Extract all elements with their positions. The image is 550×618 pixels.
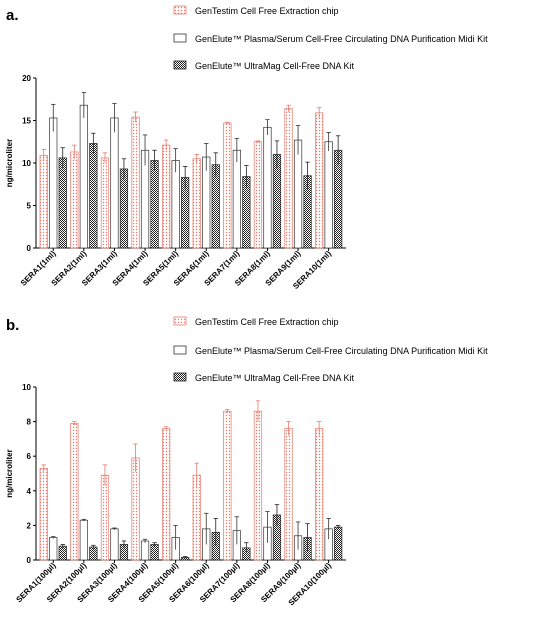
bar	[131, 116, 140, 249]
legend-label: GenElute™ UltraMag Cell-Free DNA Kit	[195, 373, 355, 383]
panel-label: a.	[6, 7, 19, 24]
bar	[253, 410, 263, 561]
bar	[162, 428, 171, 561]
legend: GenTestim Cell Free Extraction chip GenEl…	[173, 316, 488, 383]
bar	[211, 164, 220, 249]
bar	[315, 428, 324, 561]
bar	[131, 457, 140, 561]
bar	[70, 422, 79, 561]
bar	[58, 157, 67, 249]
y-tick-label: 8	[27, 418, 32, 427]
legend-swatch	[173, 33, 187, 43]
bar	[89, 546, 98, 561]
legend-swatch	[173, 316, 187, 326]
y-tick-label: 0	[27, 556, 32, 565]
bar	[293, 139, 303, 249]
bar	[253, 141, 263, 249]
bar	[284, 108, 293, 249]
y-tick-label: 0	[27, 244, 32, 253]
chart-panel-1: a. GenTestim Cell Free Extraction chipGen…	[5, 5, 488, 291]
bar	[39, 155, 48, 249]
bar	[223, 410, 232, 561]
y-tick-label: 10	[22, 383, 31, 392]
bar	[150, 160, 159, 249]
bar	[39, 467, 48, 561]
y-tick-label: 4	[27, 487, 32, 496]
bar	[49, 537, 58, 561]
bar	[202, 156, 211, 249]
bar	[192, 158, 201, 249]
legend-swatch	[173, 345, 187, 355]
y-axis-title: ng/microliter	[5, 449, 14, 497]
bar	[110, 117, 119, 249]
y-tick-label: 15	[22, 117, 31, 126]
bar	[49, 117, 58, 249]
bar	[150, 544, 159, 561]
legend-label: GenTestim Cell Free Extraction chip	[195, 317, 339, 327]
legend-swatch	[173, 5, 187, 15]
bar	[89, 143, 98, 249]
bar	[284, 428, 293, 561]
bar	[119, 168, 129, 249]
bar	[334, 149, 343, 249]
bar	[110, 528, 119, 561]
bar	[263, 126, 272, 249]
bar	[79, 104, 88, 249]
bar	[192, 474, 201, 561]
bar	[100, 474, 110, 561]
legend: GenTestim Cell Free Extraction chip GenEl…	[173, 5, 488, 71]
bar	[272, 154, 282, 249]
legend-label: GenTestim Cell Free Extraction chip	[195, 6, 339, 16]
bar	[140, 540, 150, 561]
legend-swatch	[173, 60, 187, 70]
y-tick-label: 2	[27, 521, 32, 530]
bar	[79, 519, 88, 561]
legend-label: GenElute™ Plasma/Serum Cell-Free Circula…	[195, 346, 488, 356]
y-tick-label: 5	[27, 202, 32, 211]
bar	[100, 157, 110, 249]
y-tick-label: 10	[22, 159, 31, 168]
bar	[232, 149, 241, 249]
panel-label: b.	[6, 317, 19, 334]
legend-swatch	[173, 372, 187, 382]
legend-label: GenElute™ UltraMag Cell-Free DNA Kit	[195, 61, 355, 71]
bar	[324, 141, 333, 249]
bar	[171, 160, 180, 249]
bar	[334, 526, 343, 561]
bar	[58, 545, 67, 561]
bar	[223, 122, 232, 249]
chart-panel-2: b. GenTestim Cell Free Extraction chipGen…	[5, 316, 488, 607]
bar	[315, 112, 324, 249]
y-tick-label: 6	[27, 452, 32, 461]
y-tick-label: 20	[22, 74, 31, 83]
bar	[162, 144, 171, 249]
y-axis-title: ng/microliter	[5, 139, 14, 187]
legend-label: GenElute™ Plasma/Serum Cell-Free Circula…	[195, 34, 488, 44]
bar	[70, 151, 79, 249]
